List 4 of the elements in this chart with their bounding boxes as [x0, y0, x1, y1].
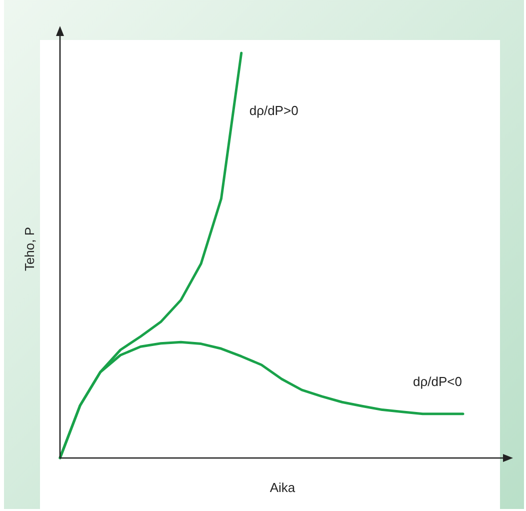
x-axis-title: Aika — [270, 480, 296, 495]
annotation: dρ/dP<0 — [413, 374, 462, 389]
annotation: dρ/dP>0 — [249, 103, 298, 118]
y-axis-title: Teho, P — [22, 226, 37, 272]
